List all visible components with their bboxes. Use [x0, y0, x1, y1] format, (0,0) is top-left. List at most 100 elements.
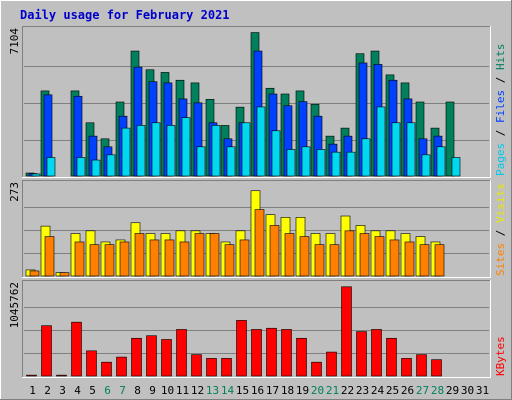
- bar-sites-day-3: [59, 272, 70, 277]
- ylabel-part-3: /: [494, 70, 507, 90]
- bar-sites-day-27: [419, 244, 430, 277]
- bar-pages-day-6: [106, 154, 116, 177]
- bar-kbytes-day-21: [326, 351, 337, 377]
- x-tick-label: 6: [104, 384, 111, 397]
- bar-pages-day-4: [76, 157, 86, 177]
- ymax-label-visits-sites: 273: [8, 182, 21, 202]
- ylabel-part-4: Hits: [494, 44, 507, 71]
- bar-pages-day-9: [151, 122, 161, 177]
- bar-kbytes-day-3: [56, 374, 67, 377]
- bar-pages-day-7: [121, 127, 131, 177]
- x-tick-label: 25: [386, 384, 399, 397]
- x-tick-label: 20: [311, 384, 324, 397]
- x-tick-label: 3: [59, 384, 66, 397]
- bar-kbytes-day-13: [206, 358, 217, 377]
- bar-kbytes-day-5: [86, 350, 97, 377]
- ylabel-part-2: Files: [494, 90, 507, 123]
- bar-sites-day-26: [404, 241, 415, 277]
- bar-sites-day-18: [284, 233, 295, 277]
- bar-pages-day-8: [136, 125, 146, 177]
- x-tick-label: 22: [341, 384, 354, 397]
- x-tick-label: 29: [446, 384, 459, 397]
- x-tick-label: 19: [296, 384, 309, 397]
- bar-sites-day-7: [119, 241, 130, 277]
- x-tick-label: 17: [266, 384, 279, 397]
- panel-kbytes: 1045762 KBytes: [8, 280, 507, 378]
- bar-pages-day-10: [166, 125, 176, 177]
- bar-sites-day-1: [29, 270, 40, 277]
- ymax-label-hits-files-pages: 7104: [8, 28, 21, 55]
- ymax-label-kbytes: 1045762: [8, 282, 21, 328]
- x-tick-label: 30: [461, 384, 474, 397]
- x-tick-label: 7: [119, 384, 126, 397]
- bar-pages-day-23: [361, 138, 371, 177]
- bar-sites-day-10: [164, 239, 175, 277]
- x-tick-label: 8: [134, 384, 141, 397]
- panel-hits-files-pages: 7104 Pages / Files / Hits: [8, 26, 507, 178]
- bar-sites-day-16: [254, 209, 265, 277]
- ylabel-hits-files-pages: Pages / Files / Hits: [494, 44, 507, 177]
- bar-pages-day-26: [406, 122, 416, 177]
- x-axis-labels: 1 2 3 4 5 6 7 8 9 10 11 12 13 14 15 16 17 18 19 20 21 22 23 24 2…: [29, 384, 489, 397]
- bar-sites-day-8: [134, 233, 145, 277]
- bar-pages-day-5: [91, 159, 101, 177]
- ylabel-part-0: KBytes: [494, 336, 507, 376]
- x-tick-label: 12: [191, 384, 204, 397]
- panels: 7104 Pages / Files / Hits 273 Sites / Visit…: [8, 26, 507, 378]
- ylabel-part-1: /: [494, 123, 507, 143]
- x-tick-label: 21: [326, 384, 339, 397]
- ylabel-kbytes: KBytes: [494, 336, 507, 376]
- bar-kbytes-day-18: [281, 329, 292, 377]
- x-tick-label: 28: [431, 384, 444, 397]
- bar-hits-day-29: [445, 101, 455, 177]
- bar-kbytes-day-10: [161, 339, 172, 377]
- bar-sites-day-13: [209, 233, 220, 277]
- bar-kbytes-day-6: [101, 361, 112, 377]
- bar-sites-day-22: [344, 230, 355, 277]
- bar-pages-day-2: [46, 157, 56, 177]
- x-tick-label: 15: [236, 384, 249, 397]
- ylabel-part-0: Sites: [494, 243, 507, 276]
- bar-kbytes-day-2: [41, 325, 52, 377]
- bar-kbytes-day-23: [356, 331, 367, 377]
- bar-sites-day-9: [149, 239, 160, 277]
- bar-sites-day-23: [359, 233, 370, 277]
- x-tick-label: 24: [371, 384, 385, 397]
- bar-pages-day-1: [31, 173, 41, 177]
- bar-kbytes-day-22: [341, 286, 352, 377]
- bar-kbytes-day-26: [401, 358, 412, 377]
- bar-kbytes-day-11: [176, 329, 187, 377]
- bar-sites-day-17: [269, 225, 280, 277]
- bar-sites-day-11: [179, 241, 190, 277]
- bar-sites-day-25: [389, 239, 400, 277]
- bar-sites-day-6: [104, 244, 115, 277]
- bar-kbytes-day-17: [266, 327, 277, 377]
- panel-visits-sites: 273 Sites / Visits: [8, 180, 507, 278]
- bar-sites-day-5: [89, 244, 100, 277]
- bar-kbytes-day-28: [431, 359, 442, 377]
- x-tick-label: 10: [161, 384, 174, 397]
- bar-pages-day-25: [391, 122, 401, 177]
- bar-sites-day-12: [194, 233, 205, 277]
- ylabel-visits-sites: Sites / Visits: [494, 183, 507, 276]
- bar-sites-day-15: [239, 239, 250, 277]
- chart-title: Daily usage for February 2021: [20, 8, 230, 22]
- x-tick-label: 18: [281, 384, 294, 397]
- bar-kbytes-day-7: [116, 356, 127, 377]
- bar-pages-day-17: [271, 130, 281, 177]
- ylabel-part-0: Pages: [494, 143, 507, 176]
- bar-sites-day-21: [329, 244, 340, 277]
- bar-pages-day-21: [331, 151, 341, 177]
- bar-kbytes-day-9: [146, 335, 157, 377]
- bar-sites-day-14: [224, 244, 235, 277]
- bar-kbytes-day-12: [191, 354, 202, 377]
- x-tick-label: 16: [251, 384, 264, 397]
- bar-sites-day-20: [314, 244, 325, 277]
- bar-pages-day-24: [376, 106, 386, 177]
- x-tick-label: 31: [476, 384, 489, 397]
- bar-kbytes-day-27: [416, 354, 427, 377]
- x-tick-label: 4: [74, 384, 81, 397]
- bar-pages-day-12: [196, 146, 206, 177]
- bar-pages-day-18: [286, 149, 296, 177]
- x-tick-label: 2: [44, 384, 51, 397]
